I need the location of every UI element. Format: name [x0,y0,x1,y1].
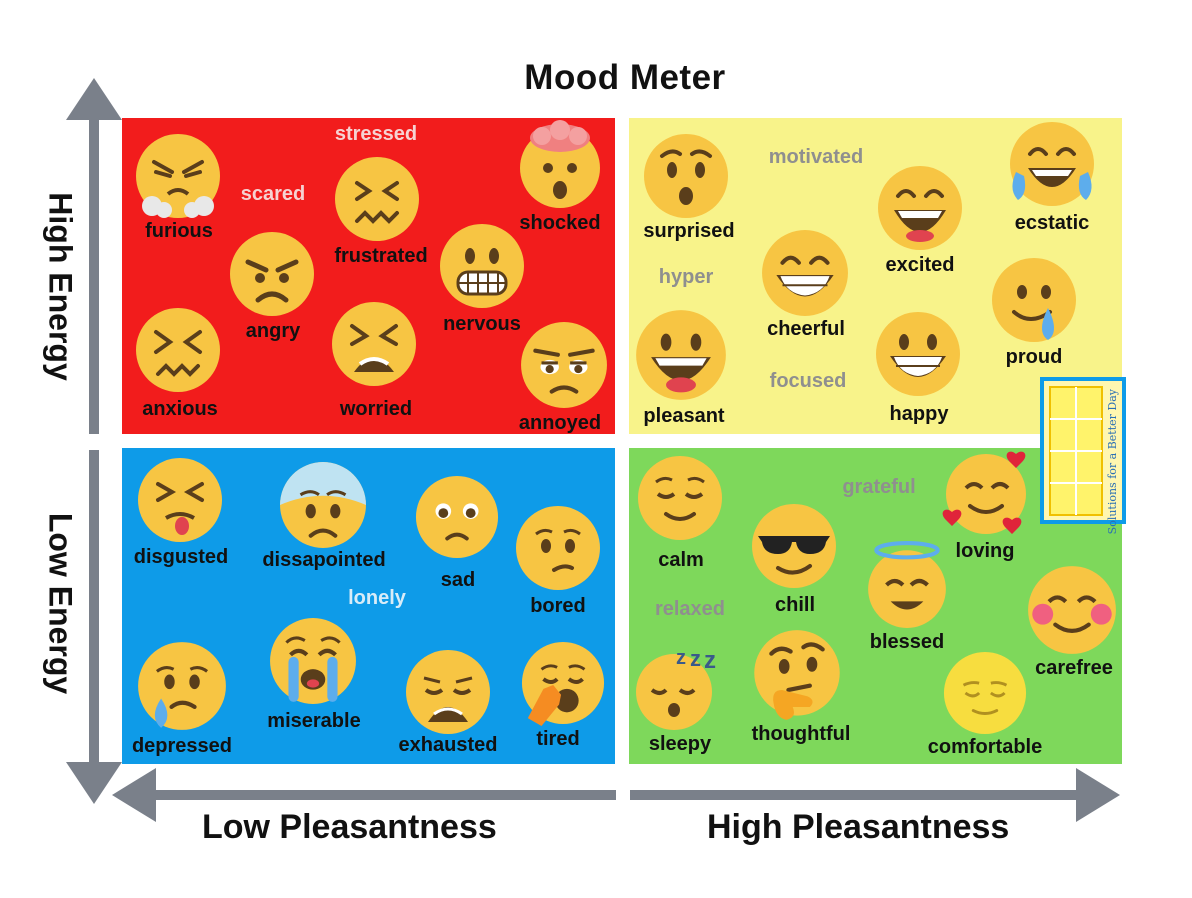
miserable-emoji-icon [270,618,356,704]
emotion-label-loving: loving [955,540,1015,562]
mood-word-stressed: stressed [334,123,418,145]
emotion-label-comfortable: comfortable [927,736,1043,758]
disgusted-emoji-icon [138,458,222,542]
emotion-label-thoughtful: thoughtful [751,723,851,745]
nervous-emoji-icon [440,224,524,308]
emotion-label-exhausted: exhausted [398,734,498,756]
excited-emoji-icon [878,166,962,250]
chart-title: Mood Meter [524,58,726,97]
emotion-label-surprised: surprised [643,220,735,242]
emotion-label-ecstatic: ecstatic [1014,212,1090,234]
furious-emoji-icon [136,134,220,218]
svg-text:z: z [690,646,701,671]
emotion-label-blessed: blessed [869,631,945,653]
mood-word-scared: scared [240,183,306,205]
tired-emoji-icon [521,641,605,726]
mood-word-grateful: grateful [842,476,916,498]
emotion-label-disgusted: disgusted [133,546,229,568]
anxious-emoji-icon [136,308,220,392]
y-axis-bottom-label: Low Energy [42,512,79,695]
bored-emoji-icon [516,506,600,590]
svg-text:z: z [704,647,716,674]
annoyed-emoji-icon [521,322,607,408]
emotion-label-nervous: nervous [443,313,521,335]
angry-emoji-icon [230,232,314,316]
horizontal-axis-arrow-icon [112,768,1120,822]
x-axis-right-label: High Pleasantness [707,808,1010,846]
sad-emoji-icon [415,475,499,559]
emotion-label-sad: sad [440,569,476,591]
happy-emoji-icon [876,312,960,396]
x-axis-left-label: Low Pleasantness [202,808,497,846]
carefree-emoji-icon [1028,566,1116,654]
vertical-axis-arrow-icon [66,78,122,804]
calm-emoji-icon [638,456,722,540]
emotion-label-frustrated: frustrated [334,245,428,267]
emotion-label-cheerful: cheerful [767,318,845,340]
pleasant-emoji-icon [636,310,726,400]
surprised-emoji-icon [644,134,728,218]
emotion-label-annoyed: annoyed [518,412,602,434]
cheerful-emoji-icon [762,230,848,316]
mood-word-relaxed: relaxed [654,598,726,620]
mood-word-motivated: motivated [768,146,864,168]
emotion-label-dissapointed: dissapointed [262,549,386,571]
emotion-label-proud: proud [1005,346,1063,368]
sleepy-emoji-icon: z z z [636,646,716,730]
dissapointed-emoji-icon [280,462,366,548]
emotion-label-depressed: depressed [131,735,233,757]
emotion-label-pleasant: pleasant [643,405,725,427]
proud-emoji-icon [992,258,1076,342]
logo-text: Solutions for a Better Day [1106,389,1119,535]
emotion-label-shocked: shocked [519,212,601,234]
ecstatic-emoji-icon [1010,122,1094,206]
emotion-label-sleepy: sleepy [648,733,712,755]
emotion-label-excited: excited [885,254,955,276]
emotion-label-miserable: miserable [267,710,361,732]
shocked-emoji-icon [520,120,600,208]
thoughtful-emoji-icon [754,630,840,720]
window-logo-icon [1049,386,1103,516]
emotion-label-calm: calm [658,549,704,571]
emotion-label-worried: worried [339,398,413,420]
exhausted-emoji-icon [406,650,490,734]
mood-word-focused: focused [769,370,847,392]
emotion-label-anxious: anxious [142,398,218,420]
frustrated-emoji-icon [335,157,419,241]
depressed-emoji-icon [138,642,226,730]
emotion-label-furious: furious [145,220,213,242]
loving-emoji-icon [942,451,1026,534]
y-axis-top-label: High Energy [42,192,79,381]
emotion-label-carefree: carefree [1035,657,1113,679]
mood-word-hyper: hyper [658,266,714,288]
comfortable-emoji-icon [943,651,1027,735]
emotion-label-tired: tired [536,728,580,750]
emotion-label-bored: bored [530,595,586,617]
brand-logo: Solutions for a Better Day [1040,377,1126,534]
emotion-label-chill: chill [774,594,816,616]
svg-text:z: z [676,647,686,669]
emotion-label-happy: happy [889,403,949,425]
emotion-label-angry: angry [245,320,301,342]
chill-emoji-icon [752,504,836,588]
mood-word-lonely: lonely [348,587,406,609]
worried-emoji-icon [332,302,416,386]
blessed-emoji-icon [868,541,946,628]
